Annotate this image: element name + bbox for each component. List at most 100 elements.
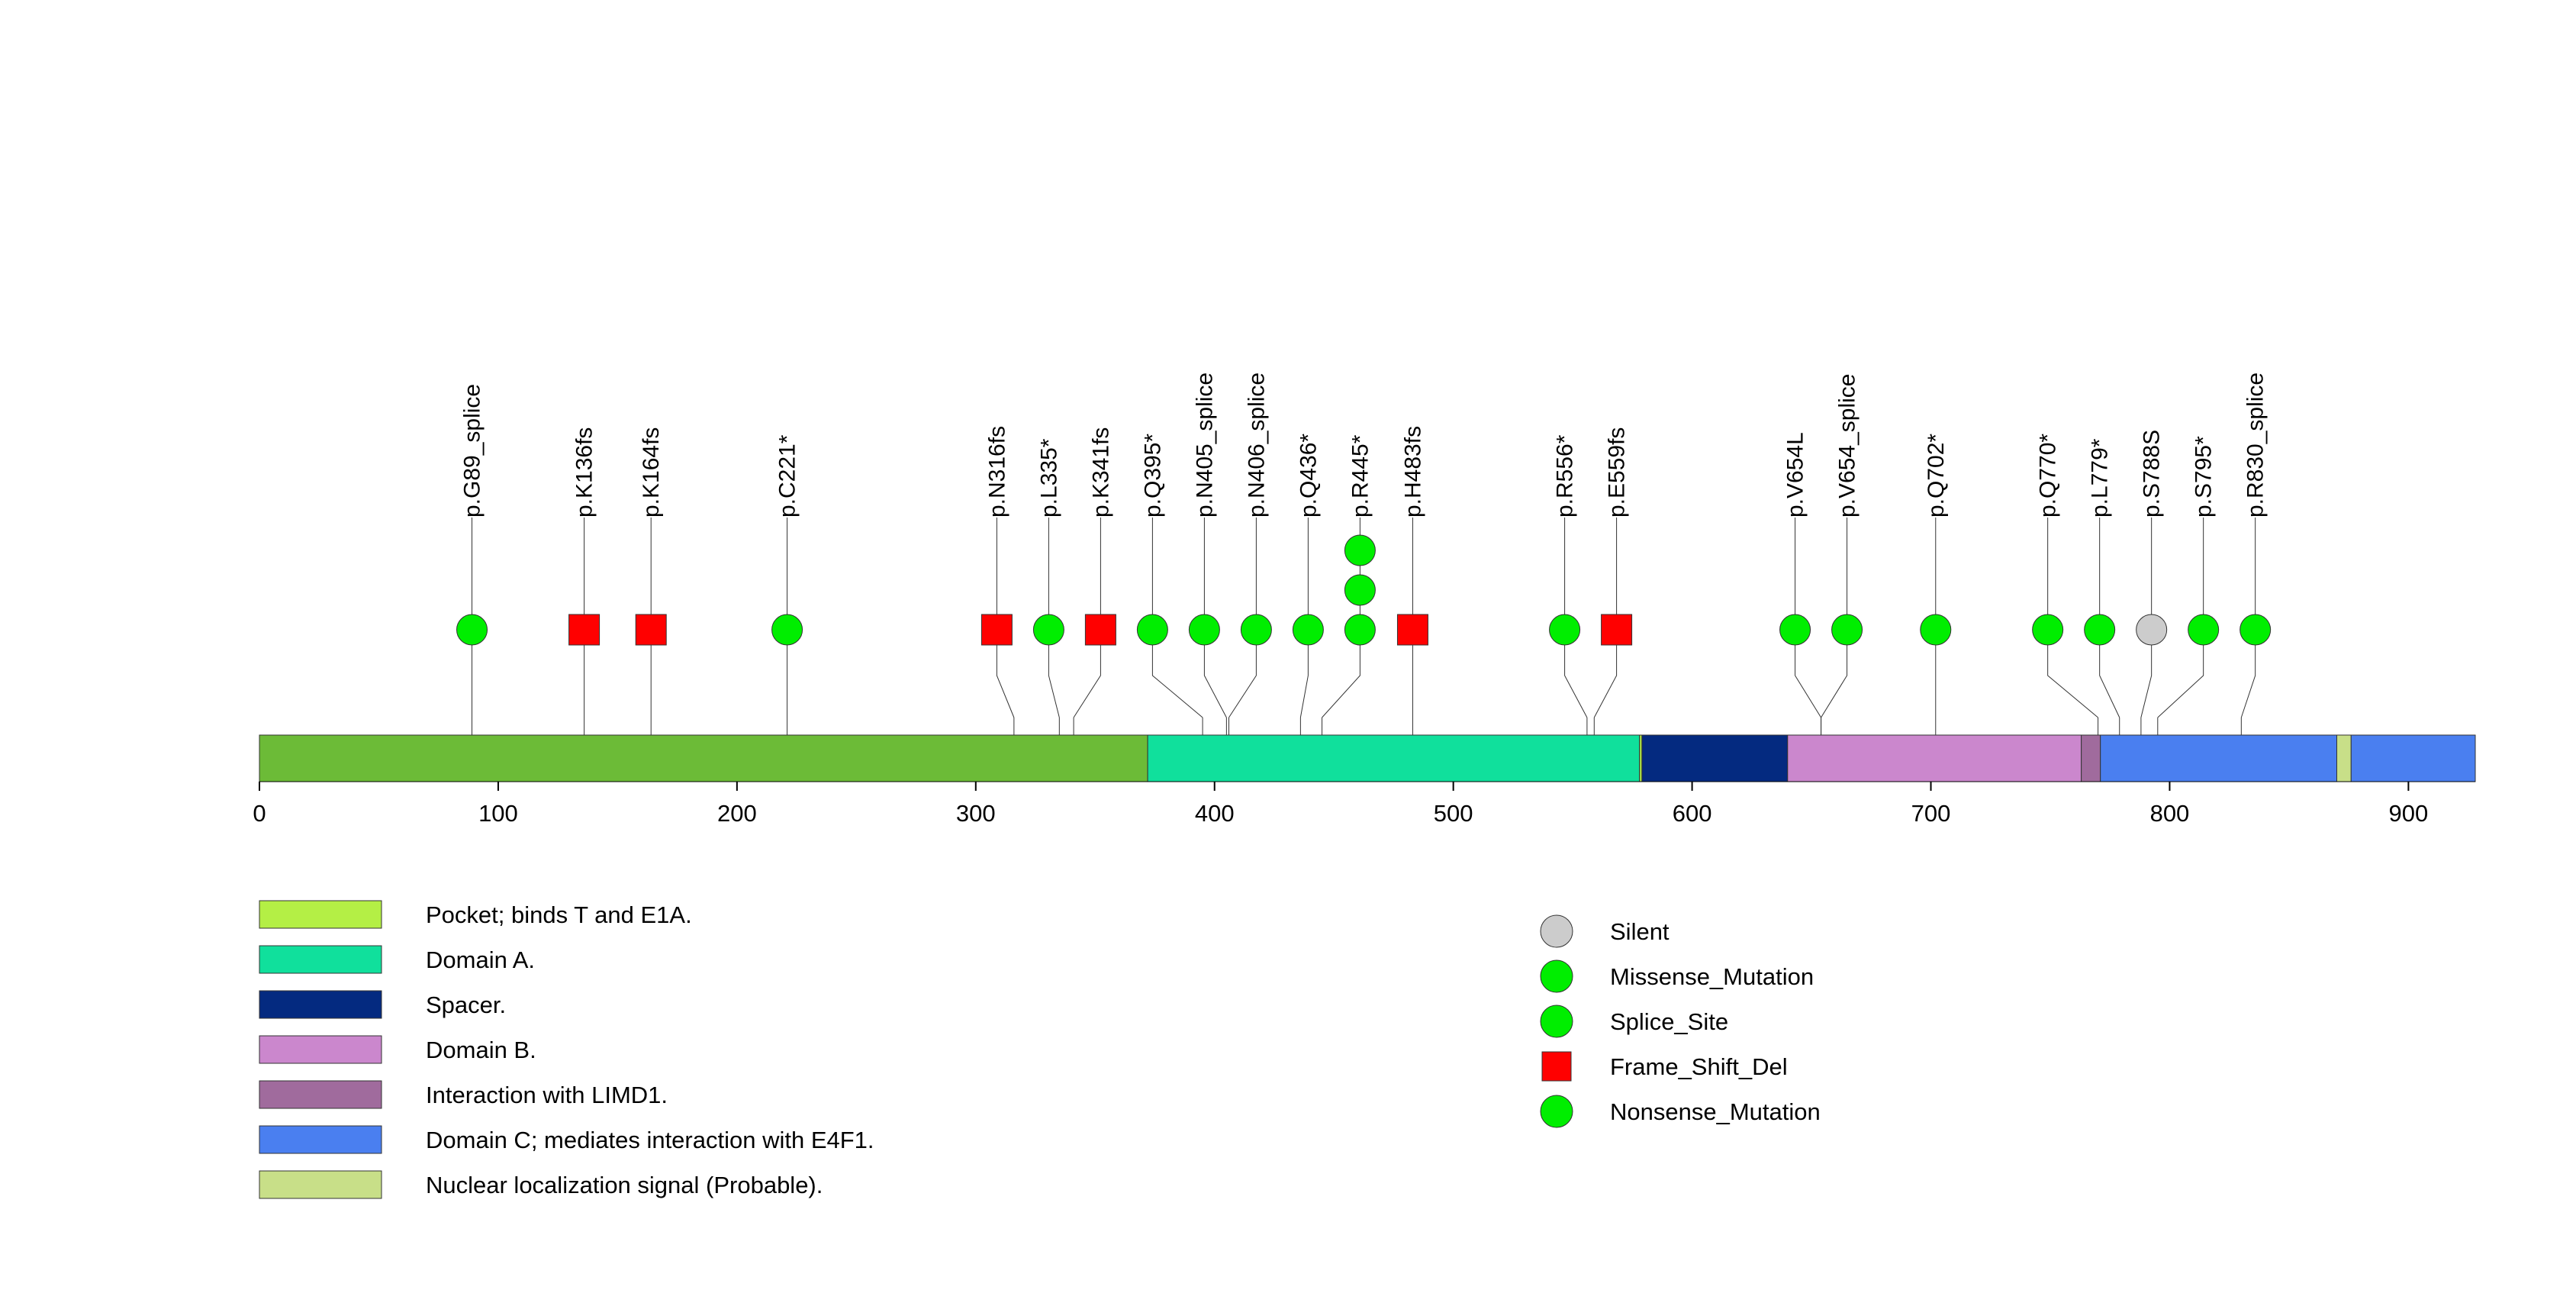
legend-type-label-missense-mutation: Missense_Mutation — [1610, 963, 1814, 990]
stem-p-r445 — [1322, 518, 1360, 718]
legend-swatch-nuclear-localization-signal-probable — [259, 1170, 382, 1199]
mutation-label-p-v654l: p.V654L — [1783, 432, 1808, 518]
legend-marker-frame-shift-del — [1541, 1051, 1572, 1082]
legend-marker-nonsense-mutation — [1540, 1095, 1573, 1128]
domain-segment-nuclear-localization-signal-probable — [2336, 734, 2352, 782]
marker-square-p-k164fs-0 — [635, 614, 667, 646]
tick-label-800: 800 — [2150, 800, 2190, 827]
mutation-label-p-q395: p.Q395* — [1140, 434, 1165, 518]
legend-swatch-domain-a — [259, 945, 382, 974]
marker-circle-p-v654l-0 — [1779, 614, 1811, 646]
legend-label-pocket-binds-t-and-e1a: Pocket; binds T and E1A. — [426, 901, 692, 928]
stem-p-r830-splice — [2240, 518, 2256, 718]
mutation-stems — [472, 518, 2256, 718]
legend-type-label-frame-shift-del: Frame_Shift_Del — [1610, 1053, 1788, 1080]
legend-label-interaction-with-limd1: Interaction with LIMD1. — [426, 1082, 668, 1108]
protein-domain-track — [259, 734, 2476, 782]
marker-square-p-k136fs-0 — [568, 614, 601, 646]
legend-swatch-interaction-with-limd1 — [259, 1080, 382, 1109]
mutation-label-p-k341fs: p.K341fs — [1088, 427, 1113, 518]
mutation-label-p-n316fs: p.N316fs — [984, 426, 1009, 518]
mutation-markers — [456, 534, 2272, 646]
legend-type-label-silent: Silent — [1610, 918, 1670, 945]
marker-circle-p-l335-0 — [1032, 614, 1064, 646]
marker-square-p-n316fs-0 — [980, 614, 1013, 646]
mutation-label-p-r830-splice: p.R830_splice — [2243, 372, 2268, 518]
legend-swatch-domain-b — [259, 1035, 382, 1064]
stem-p-s795 — [2157, 518, 2204, 718]
legend-marker-splice-site — [1540, 1005, 1573, 1038]
legend-label-spacer: Spacer. — [426, 992, 506, 1018]
stem-p-n316fs — [996, 518, 1015, 718]
tick-label-400: 400 — [1195, 800, 1235, 827]
domain-segment-interaction-with-limd1 — [2081, 734, 2101, 782]
mutation-label-p-c221: p.C221* — [775, 434, 800, 518]
marker-circle-p-v654-splice-0 — [1831, 614, 1863, 646]
mutation-label-p-r445: p.R445* — [1348, 434, 1373, 518]
tick-label-300: 300 — [956, 800, 996, 827]
mutation-label-p-n406-splice: p.N406_splice — [1244, 372, 1269, 518]
mutation-label-p-k136fs: p.K136fs — [572, 427, 597, 518]
mutation-label-p-e559fs: p.E559fs — [1605, 427, 1630, 518]
marker-circle-p-q702-0 — [1920, 614, 1952, 646]
mutation-labels: p.G89_splice p.K136fs p.K164fs p.C221* p.N31… — [460, 372, 2268, 518]
stem-p-l779 — [2099, 518, 2120, 718]
domain-segment-domain-a — [1147, 734, 1641, 782]
marker-square-p-k341fs-0 — [1084, 614, 1116, 646]
mutation-label-p-l335: p.L335* — [1036, 438, 1061, 518]
legend-swatch-pocket-binds-t-and-e1a — [259, 900, 382, 929]
stem-p-k341fs — [1073, 518, 1101, 718]
marker-circle-p-n405-splice-0 — [1188, 614, 1220, 646]
domain-segment-spacer — [1641, 734, 1789, 782]
legend-swatch-domain-c-mediates-interaction-with-e4f1 — [259, 1125, 382, 1154]
legend-marker-missense-mutation — [1540, 959, 1573, 993]
marker-circle-p-q395-0 — [1136, 614, 1168, 646]
marker-circle-p-g89-splice-0 — [456, 614, 488, 646]
marker-circle-p-l779-0 — [2084, 614, 2116, 646]
legend-marker-silent — [1540, 914, 1573, 948]
domain-segment-domain-c-mediates-interaction-with-e4f1 — [2350, 734, 2476, 782]
legend-label-domain-a: Domain A. — [426, 947, 535, 973]
marker-circle-p-r556-0 — [1549, 614, 1581, 646]
domain-legend: Pocket; binds T and E1A. Domain A. Spacer.… — [259, 900, 874, 1199]
marker-circle-p-r445-2 — [1344, 534, 1376, 566]
mutation-label-p-s788s: p.S788S — [2140, 430, 2165, 518]
legend-type-label-splice-site: Splice_Site — [1610, 1008, 1728, 1035]
mutation-label-p-g89-splice: p.G89_splice — [460, 384, 485, 518]
tick-label-100: 100 — [478, 800, 518, 827]
marker-circle-p-r445-1 — [1344, 574, 1376, 606]
stem-p-l335 — [1048, 518, 1060, 718]
marker-circle-p-q436-0 — [1292, 614, 1324, 646]
stem-p-r556 — [1564, 518, 1588, 718]
mutation-label-p-q770: p.Q770* — [2036, 434, 2061, 518]
domain-segment-domain-c-mediates-interaction-with-e4f1 — [2100, 734, 2337, 782]
legend-label-nuclear-localization-signal-probable: Nuclear localization signal (Probable). — [426, 1172, 823, 1198]
marker-square-p-h483fs-0 — [1396, 614, 1428, 646]
stem-p-q436 — [1299, 518, 1309, 718]
marker-circle-p-q770-0 — [2032, 614, 2064, 646]
marker-circle-p-s788s-0 — [2136, 614, 2168, 646]
tick-label-600: 600 — [1673, 800, 1712, 827]
marker-circle-p-r445-0 — [1344, 614, 1376, 646]
marker-circle-p-c221-0 — [771, 614, 803, 646]
legend-type-label-nonsense-mutation: Nonsense_Mutation — [1610, 1098, 1821, 1125]
stem-p-q395 — [1151, 518, 1203, 718]
mutation-label-p-h483fs: p.H483fs — [1400, 426, 1425, 518]
mutation-label-p-k164fs: p.K164fs — [639, 427, 664, 518]
mutation-label-p-r556: p.R556* — [1553, 434, 1578, 518]
marker-circle-p-r830-splice-0 — [2240, 614, 2272, 646]
mutation-label-p-q702: p.Q702* — [1924, 434, 1949, 518]
mutation-label-p-n405-splice: p.N405_splice — [1192, 372, 1217, 518]
stem-p-v654-splice — [1821, 518, 1848, 718]
stem-p-n405-splice — [1203, 518, 1227, 718]
marker-square-p-e559fs-0 — [1601, 614, 1633, 646]
tick-label-200: 200 — [717, 800, 757, 827]
domain-segment-pocket-binds-t-and-e1a — [259, 734, 1148, 782]
mutation-label-p-s795: p.S795* — [2191, 436, 2217, 518]
mutation-label-p-v654-splice: p.V654_splice — [1835, 374, 1860, 518]
mutation-label-p-l779: p.L779* — [2088, 438, 2113, 518]
stem-p-n406-splice — [1228, 518, 1257, 718]
tick-label-500: 500 — [1434, 800, 1473, 827]
stem-p-v654l — [1795, 518, 1821, 718]
